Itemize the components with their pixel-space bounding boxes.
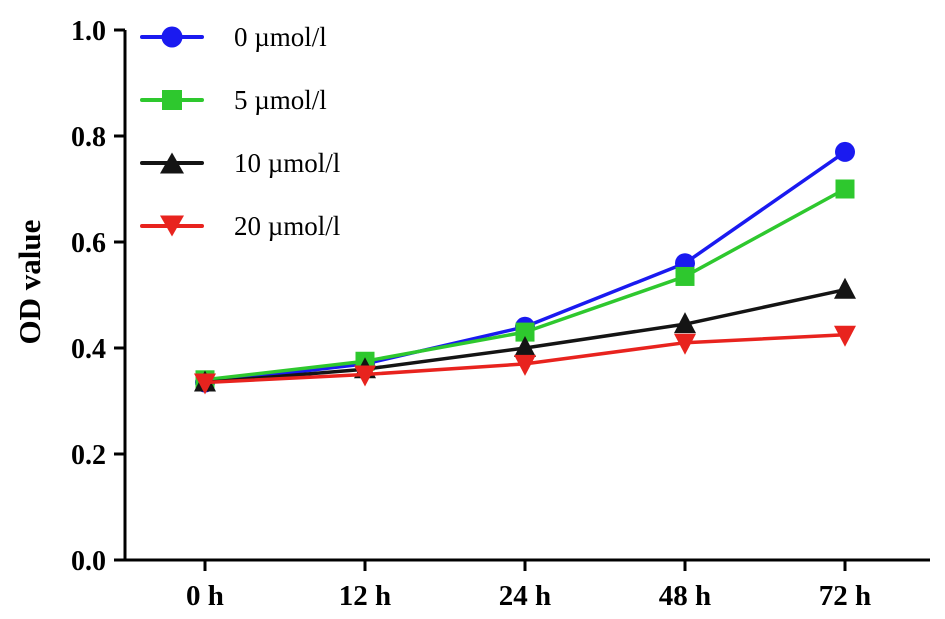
data-point-marker	[675, 266, 695, 286]
data-point-marker	[194, 373, 216, 395]
triangle-up-marker-icon	[160, 152, 184, 174]
data-point-marker	[674, 312, 696, 334]
data-point-marker	[515, 322, 535, 342]
legend-item-0umol: 0 µmol/l	[140, 16, 340, 58]
y-axis-label: OD value	[12, 219, 47, 345]
circle-marker-icon	[161, 26, 183, 48]
legend-label: 20 µmol/l	[234, 210, 341, 241]
data-point-marker	[834, 277, 856, 299]
legend-square-marker-icon	[140, 87, 204, 113]
legend-item-20umol: 20 µmol/l	[140, 205, 340, 247]
y-tick-label: 0.4	[71, 334, 106, 365]
legend-triangle-up-marker-icon	[140, 150, 204, 176]
legend-triangle-down-marker-icon	[140, 213, 204, 239]
y-tick-label: 0.0	[71, 546, 106, 577]
x-tick-label: 12 h	[339, 580, 391, 612]
legend-item-5umol: 5 µmol/l	[140, 79, 340, 121]
y-tick-label: 0.6	[71, 228, 106, 259]
legend-label: 0 µmol/l	[234, 21, 327, 52]
data-point-marker	[354, 365, 376, 387]
x-tick-label: 48 h	[659, 580, 711, 612]
legend-label: 10 µmol/l	[234, 147, 341, 178]
y-tick-label: 0.2	[71, 440, 106, 471]
x-tick-label: 72 h	[819, 580, 871, 612]
data-point-marker	[674, 333, 696, 355]
square-marker-icon	[162, 90, 182, 110]
x-tick-label: 0 h	[186, 580, 224, 612]
legend-label: 5 µmol/l	[234, 84, 327, 115]
chart-legend: 0 µmol/l 5 µmol/l 10 µmol/l 20 µmol/l	[140, 16, 340, 247]
triangle-down-marker-icon	[160, 215, 184, 237]
y-tick-label: 0.8	[71, 122, 106, 153]
legend-item-10umol: 10 µmol/l	[140, 142, 340, 184]
legend-circle-marker-icon	[140, 24, 204, 50]
data-point-marker	[514, 336, 536, 357]
y-tick-label: 1.0	[71, 16, 106, 47]
data-point-marker	[835, 179, 855, 199]
data-point-marker	[834, 325, 856, 347]
data-point-marker	[835, 141, 855, 162]
x-tick-label: 24 h	[499, 580, 551, 612]
data-point-marker	[514, 354, 536, 376]
